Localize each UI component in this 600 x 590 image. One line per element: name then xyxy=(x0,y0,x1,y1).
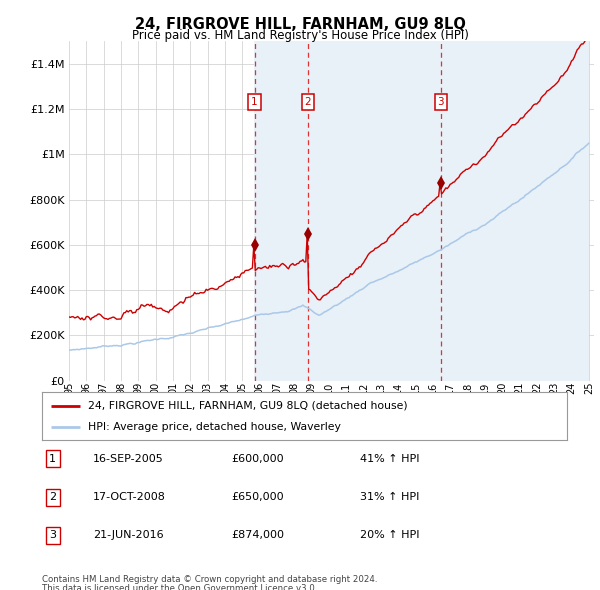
Text: 24, FIRGROVE HILL, FARNHAM, GU9 8LQ (detached house): 24, FIRGROVE HILL, FARNHAM, GU9 8LQ (det… xyxy=(88,401,407,411)
Bar xyxy=(440,41,589,381)
Text: 24, FIRGROVE HILL, FARNHAM, GU9 8LQ: 24, FIRGROVE HILL, FARNHAM, GU9 8LQ xyxy=(134,17,466,31)
Text: This data is licensed under the Open Government Licence v3.0.: This data is licensed under the Open Gov… xyxy=(42,584,317,590)
Text: £874,000: £874,000 xyxy=(231,530,284,540)
Text: 16-SEP-2005: 16-SEP-2005 xyxy=(93,454,164,464)
Text: 21-JUN-2016: 21-JUN-2016 xyxy=(93,530,164,540)
Text: 17-OCT-2008: 17-OCT-2008 xyxy=(93,492,166,502)
Text: 3: 3 xyxy=(49,530,56,540)
Text: 20% ↑ HPI: 20% ↑ HPI xyxy=(360,530,419,540)
Text: 1: 1 xyxy=(251,97,258,107)
Text: 2: 2 xyxy=(305,97,311,107)
Text: HPI: Average price, detached house, Waverley: HPI: Average price, detached house, Wave… xyxy=(88,422,341,432)
Bar xyxy=(307,41,440,381)
Text: 1: 1 xyxy=(49,454,56,464)
Bar xyxy=(254,41,307,381)
Text: Price paid vs. HM Land Registry's House Price Index (HPI): Price paid vs. HM Land Registry's House … xyxy=(131,30,469,42)
Text: 2: 2 xyxy=(49,492,56,502)
Text: £650,000: £650,000 xyxy=(231,492,284,502)
Text: 3: 3 xyxy=(437,97,444,107)
Text: £600,000: £600,000 xyxy=(231,454,284,464)
Text: Contains HM Land Registry data © Crown copyright and database right 2024.: Contains HM Land Registry data © Crown c… xyxy=(42,575,377,584)
Text: 31% ↑ HPI: 31% ↑ HPI xyxy=(360,492,419,502)
Text: 41% ↑ HPI: 41% ↑ HPI xyxy=(360,454,419,464)
